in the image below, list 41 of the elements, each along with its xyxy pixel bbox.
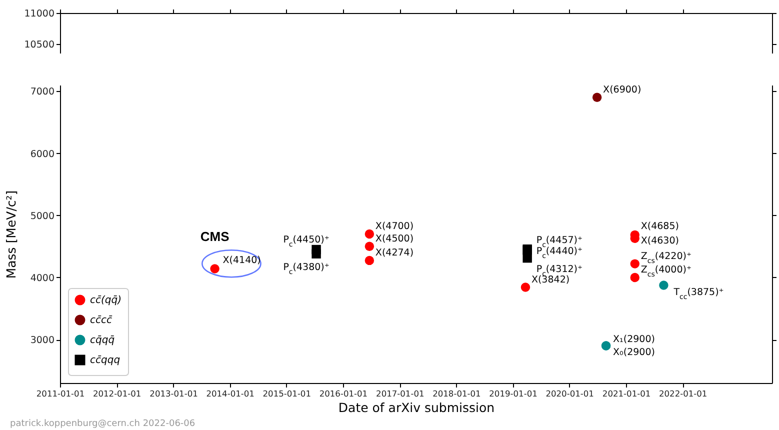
x-tick-label: 2021-01-01: [602, 388, 651, 398]
annotation: CMS: [200, 228, 230, 244]
legend-label: cc̄qqq: [90, 355, 120, 366]
x-tick-label: 2019-01-01: [489, 388, 538, 398]
x-tick-label: 2018-01-01: [432, 388, 481, 398]
text: patrick.koppenburg@cern.ch 2022-06-06: [10, 419, 196, 429]
annotation: X₀(2900): [613, 346, 655, 358]
annotation: X(6900): [603, 84, 642, 96]
x-tick-label: 2022-01-01: [658, 388, 708, 398]
annotation: X(4685): [640, 220, 679, 232]
annotation: T$_{cc}$(3875)⁺: [672, 287, 724, 302]
x-tick-label: 2014-01-01: [206, 388, 254, 398]
annotation: X₁(2900): [613, 334, 655, 345]
y-tick-label: 5000: [30, 210, 54, 222]
legend-label: cc̄(qq̄): [90, 295, 122, 306]
x-tick-label: 2016-01-01: [319, 388, 368, 398]
y-tick-label: 3000: [30, 335, 54, 346]
x-axis-title: Date of arXiv submission: [338, 400, 495, 415]
annotation: Z$_{cs}$(4220)⁺: [640, 250, 692, 265]
x-tick-label: 2020-01-01: [546, 388, 594, 398]
x-tick-label: 2017-01-01: [376, 388, 424, 398]
x-tick-label: 2015-01-01: [262, 388, 311, 398]
y-tick-label: 7000: [30, 86, 54, 98]
annotation: P$_{c}$(4380)⁺: [283, 262, 330, 276]
annotation: P$_{c}$(4450)⁺: [283, 234, 330, 249]
y-axis-title: Mass [MeV/c²]: [3, 190, 18, 279]
annotation: Z$_{cs}$(4000)⁺: [640, 264, 692, 278]
x-tick-label: 2012-01-01: [92, 388, 142, 398]
annotation: X(4140): [222, 254, 261, 266]
legend-label: cq̄qq̄: [90, 335, 115, 346]
annotation: X(4500): [375, 233, 414, 244]
y-tick-label: 10500: [24, 39, 54, 50]
y-tick-label: 4000: [30, 272, 54, 284]
y-tick-label: 6000: [30, 148, 54, 160]
annotation: X(4274): [375, 247, 414, 258]
annotation: X(4630): [640, 235, 679, 246]
annotation: X(4700): [375, 221, 414, 232]
x-tick-label: 2011-01-01: [36, 388, 85, 398]
y-tick-label: 11000: [24, 8, 54, 20]
legend-label: cc̄cc̄: [90, 315, 113, 326]
x-tick-label: 2013-01-01: [150, 388, 198, 398]
